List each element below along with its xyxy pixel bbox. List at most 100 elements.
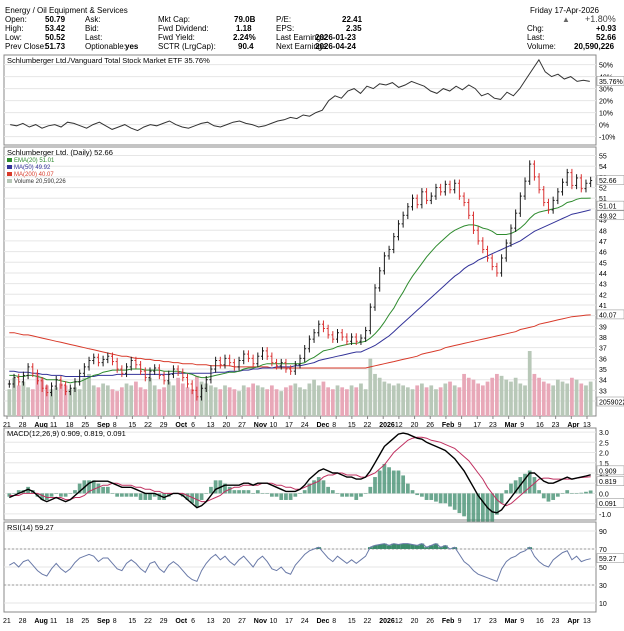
price-panel: 5554535251504948474645444342414039383736… — [3, 146, 624, 429]
volume-bar — [162, 387, 166, 416]
rsi-overbought-fill — [377, 544, 383, 549]
fwd-dividend-value: 1.18 — [236, 24, 252, 33]
rsi-overbought-fill — [424, 547, 429, 549]
rsi-overbought-fill — [442, 545, 448, 549]
x-axis-label: 13 — [583, 422, 591, 429]
price-tick-label: 34 — [599, 378, 607, 385]
volume-bar — [73, 387, 77, 416]
macd-histogram-bar — [555, 493, 560, 497]
x-axis-label: Aug — [34, 422, 48, 429]
macd-histogram-bar — [499, 493, 504, 504]
volume-bar — [7, 389, 12, 416]
volume-bar — [471, 379, 476, 416]
macd-histogram-bar — [223, 483, 227, 494]
macd-signal-tag: 0.819 — [599, 479, 617, 486]
macd-histogram-bar — [138, 493, 143, 500]
rsi-title: RSI(14) 59.27 — [7, 523, 54, 532]
high-value: 53.42 — [45, 24, 66, 33]
macd-histogram-bar — [405, 483, 410, 494]
x-axis-label: Mar — [505, 422, 518, 429]
chg-value: +0.93 — [596, 24, 617, 33]
macd-histogram-bar — [532, 477, 537, 494]
volume-bar — [551, 385, 556, 416]
price-legend-entry: MA(50) 49.92 — [14, 165, 51, 171]
macd-histogram-bar — [504, 490, 509, 494]
macd-histogram-bar — [241, 490, 246, 494]
volume-bar — [143, 389, 148, 416]
relative-strength-last-label-box — [596, 76, 624, 86]
price-tick-label: 47 — [599, 239, 607, 246]
macd-histogram-bar — [480, 493, 485, 530]
macd-histogram-bar — [560, 493, 565, 494]
volume-bar — [518, 383, 523, 416]
volume-bar — [429, 385, 434, 416]
x-axis-label: Aug — [34, 618, 48, 625]
quote-header: Energy / Oil Equipment & Services Friday… — [0, 0, 624, 55]
x-axis-label: 20 — [411, 618, 419, 625]
volume-bar — [354, 387, 359, 416]
macd-histogram-bar — [396, 470, 401, 494]
macd-histogram-bar — [232, 490, 237, 494]
price-tick-label: 43 — [599, 282, 607, 289]
x-axis-label: 9 — [458, 618, 462, 625]
volume-bar — [509, 381, 513, 416]
macd-histogram-bar — [546, 493, 551, 502]
x-axis-label: Sep — [97, 422, 110, 429]
x-axis-label: 13 — [207, 618, 215, 625]
volume-bar — [166, 381, 171, 416]
price-tick-label: 39 — [599, 324, 607, 331]
macd-histogram-bar — [448, 493, 452, 507]
macd-histogram-bar — [63, 493, 68, 497]
x-axis-label: 15 — [348, 422, 356, 429]
volume-bar — [537, 377, 541, 416]
macd-title: MACD(12,26,9) 0.909, 0.819, 0.091 — [7, 429, 126, 438]
macd-histogram-bar — [513, 480, 518, 494]
x-axis-label: 29 — [160, 422, 168, 429]
volume-bar — [279, 391, 284, 416]
legend-swatch — [7, 172, 12, 176]
volume-bar — [448, 381, 452, 416]
x-axis-label: Oct — [175, 422, 187, 429]
volume-bar — [274, 389, 279, 416]
price-tick-label: 46 — [599, 250, 607, 257]
volume-bar — [134, 381, 138, 416]
x-axis-label: 25 — [81, 618, 89, 625]
volume-bar — [138, 387, 143, 416]
x-axis-label: 22 — [364, 618, 372, 625]
volume-bar — [124, 383, 129, 416]
macd-hist-tag: 0.091 — [599, 501, 617, 508]
macd-histogram-bar — [134, 493, 138, 497]
x-axis-label: Nov — [254, 618, 267, 625]
x-axis-label: 17 — [473, 618, 481, 625]
macd-histogram-bar — [335, 493, 340, 494]
x-axis-label: 9 — [520, 618, 524, 625]
pct-change: +1.80% — [585, 14, 616, 24]
x-axis-label: 8 — [113, 618, 117, 625]
price-title: Schlumberger Ltd. (Daily) 52.66 — [7, 148, 113, 157]
macd-histogram-bar — [16, 490, 21, 494]
macd-histogram-bar — [152, 493, 157, 497]
macd-histogram-bar — [434, 493, 438, 502]
mktcap-value: 79.0B — [234, 15, 256, 24]
volume-bar — [40, 377, 45, 416]
macd-histogram-bar — [59, 493, 63, 497]
macd-histogram-bar — [96, 483, 101, 494]
macd-value-tag: 0.909 — [599, 468, 617, 475]
volume-bar — [321, 381, 326, 416]
x-axis-label: Mar — [505, 618, 518, 625]
rsi-overbought-fill — [372, 545, 378, 549]
volume-bar — [227, 387, 232, 416]
volume-bar — [555, 379, 560, 416]
ma200-tag: 40.07 — [599, 312, 617, 319]
volume-bar — [26, 387, 30, 416]
volume-bar — [180, 383, 185, 416]
volume-bar — [523, 385, 527, 416]
macd-histogram-bar — [471, 493, 476, 527]
macd-histogram-bar — [523, 473, 527, 494]
chg-label: Chg: — [527, 24, 544, 33]
relative-strength-legend: Schlumberger Ltd./Vanguard Total Stock M… — [7, 56, 210, 65]
x-axis-label: 21 — [3, 422, 11, 429]
macd-histogram-bar — [279, 493, 284, 500]
x-axis-label: 27 — [238, 422, 246, 429]
volume-bar — [307, 383, 312, 416]
